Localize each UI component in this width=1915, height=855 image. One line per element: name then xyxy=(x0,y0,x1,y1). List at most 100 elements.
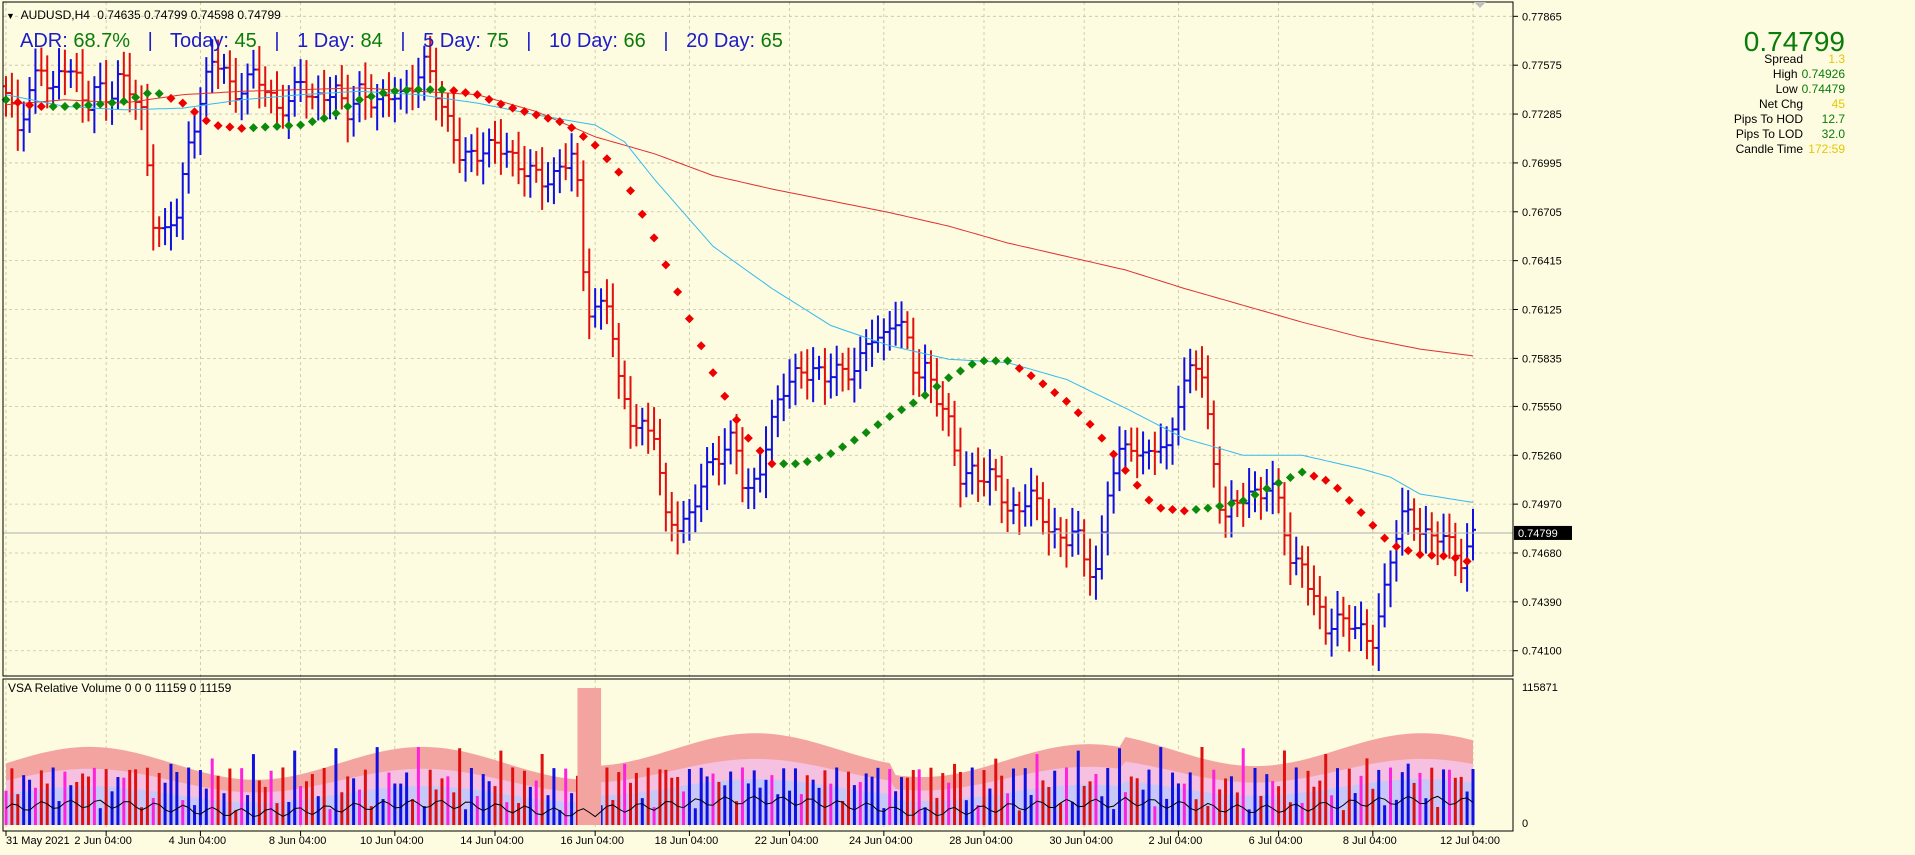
info-row-label: Candle Time xyxy=(1735,142,1803,156)
x-tick-label: 14 Jun 04:00 xyxy=(460,835,524,847)
trend-diamond xyxy=(1191,505,1201,515)
trend-diamond xyxy=(201,116,211,126)
trend-diamond xyxy=(154,89,164,99)
trend-diamond xyxy=(178,98,188,108)
symbol-header: ▼ AUDUSD,H4 0.74635 0.74799 0.74598 0.74… xyxy=(6,8,281,22)
x-tick-label: 2 Jun 04:00 xyxy=(74,835,132,847)
trend-diamond xyxy=(272,121,282,131)
info-row: Net Chg 45 xyxy=(1734,97,1845,112)
trend-diamond xyxy=(1462,556,1472,566)
trend-diamond xyxy=(1085,419,1095,429)
trend-diamond xyxy=(484,94,494,104)
trend-diamond xyxy=(1368,520,1378,530)
trend-diamond xyxy=(849,435,859,445)
trend-diamond xyxy=(461,88,471,98)
x-tick-label: 8 Jul 04:00 xyxy=(1343,835,1397,847)
chart-shift-marker xyxy=(1474,2,1486,8)
info-row-label: Low xyxy=(1775,82,1798,96)
trend-diamond xyxy=(1250,490,1260,500)
trend-diamond xyxy=(1109,449,1119,459)
y-tick-label: 0.75550 xyxy=(1522,401,1562,413)
trend-diamond xyxy=(779,459,789,469)
trend-diamond xyxy=(449,86,459,96)
y-tick-label: 0.75835 xyxy=(1522,353,1562,365)
ma-fast-line xyxy=(5,90,1474,503)
trend-diamond xyxy=(1132,480,1142,490)
axes: 0.77865 0.77575 0.77285 0.76995 0.76705 0.764… xyxy=(2,1,1572,847)
trend-diamond xyxy=(307,117,317,127)
trend-diamond xyxy=(1003,356,1013,366)
trend-diamond xyxy=(979,356,989,366)
vsa-label: VSA Relative Volume 0 0 0 11159 0 11159 xyxy=(8,681,232,695)
day10-value: 66 xyxy=(623,30,646,52)
main-panel-border xyxy=(2,1,1514,677)
info-row: Low 0.74479 xyxy=(1734,82,1845,97)
trend-diamond xyxy=(543,113,553,123)
day20-label: 20 Day: xyxy=(686,30,756,52)
trend-diamond xyxy=(354,95,364,105)
trend-diamond xyxy=(908,398,918,408)
info-row: Candle Time 172:59 xyxy=(1734,142,1845,157)
trend-diamond xyxy=(95,99,105,109)
trend-diamond xyxy=(1380,533,1390,543)
day5-label: 5 Day: xyxy=(423,30,481,52)
x-tick-label: 28 Jun 04:00 xyxy=(949,835,1013,847)
y-tick-label: 0.74970 xyxy=(1522,499,1562,511)
trend-diamond xyxy=(60,101,70,111)
trend-diamond xyxy=(590,140,600,150)
trend-diamond xyxy=(967,359,977,369)
adr-panel: ADR: 68.7% | Today: 45 | 1 Day: 84 | 5 D… xyxy=(20,30,783,52)
day5-value: 75 xyxy=(486,30,509,52)
trend-diamond xyxy=(366,91,376,101)
collapse-triangle-icon[interactable]: ▼ xyxy=(6,11,15,21)
trend-diamond xyxy=(72,101,82,111)
x-tick-label: 6 Jul 04:00 xyxy=(1249,835,1303,847)
x-tick-label: 10 Jun 04:00 xyxy=(360,835,424,847)
trend-diamond xyxy=(402,85,412,95)
trend-diamond xyxy=(319,113,329,123)
info-row-label: Pips To LOD xyxy=(1735,127,1803,141)
x-tick-label: 2 Jul 04:00 xyxy=(1149,835,1203,847)
trend-diamond xyxy=(755,446,765,456)
trend-diamond xyxy=(36,101,46,111)
info-row: High 0.74926 xyxy=(1734,67,1845,82)
trend-diamond xyxy=(508,103,518,113)
x-tick-label: 12 Jul 04:00 xyxy=(1440,835,1500,847)
trend-diamond xyxy=(1439,551,1449,561)
trend-diamond xyxy=(873,420,883,430)
volume-panel xyxy=(4,688,1475,825)
trend-diamond xyxy=(284,121,294,131)
trend-diamond xyxy=(390,86,400,96)
trend-diamond xyxy=(1285,473,1295,483)
info-row: Spread 1.3 xyxy=(1734,52,1845,67)
trend-diamond xyxy=(578,131,588,141)
trend-diamond xyxy=(743,433,753,443)
trend-diamond xyxy=(555,117,565,127)
trend-diamond xyxy=(1403,546,1413,556)
trend-diamond xyxy=(991,356,1001,366)
trend-diamond xyxy=(696,341,706,351)
trend-diamond xyxy=(637,209,647,219)
trend-diamond xyxy=(1168,505,1178,515)
trend-diamond xyxy=(296,120,306,130)
current-price-big: 0.74799 xyxy=(1743,26,1845,57)
trend-diamond xyxy=(107,98,117,108)
volume-average-line xyxy=(5,795,1474,818)
trend-diamond xyxy=(213,121,223,131)
trend-diamond xyxy=(378,88,388,98)
trend-diamond xyxy=(1450,553,1460,563)
trend-diamond xyxy=(790,459,800,469)
trend-diamond xyxy=(1156,503,1166,513)
y-tick-label: 0.76415 xyxy=(1522,256,1562,268)
info-stats-panel: Spread 1.3 High 0.74926 Low 0.74479 Net Chg 45 P… xyxy=(1734,52,1845,157)
trend-diamond xyxy=(1321,475,1331,485)
trend-diamond xyxy=(1026,371,1036,381)
trend-diamond xyxy=(708,368,718,378)
trend-diamond xyxy=(1,95,11,105)
trend-diamond xyxy=(838,442,848,452)
volume-spike xyxy=(577,688,602,825)
trend-diamond xyxy=(1144,495,1154,505)
trend-diamond xyxy=(1356,508,1366,518)
trend-diamond xyxy=(260,122,270,132)
